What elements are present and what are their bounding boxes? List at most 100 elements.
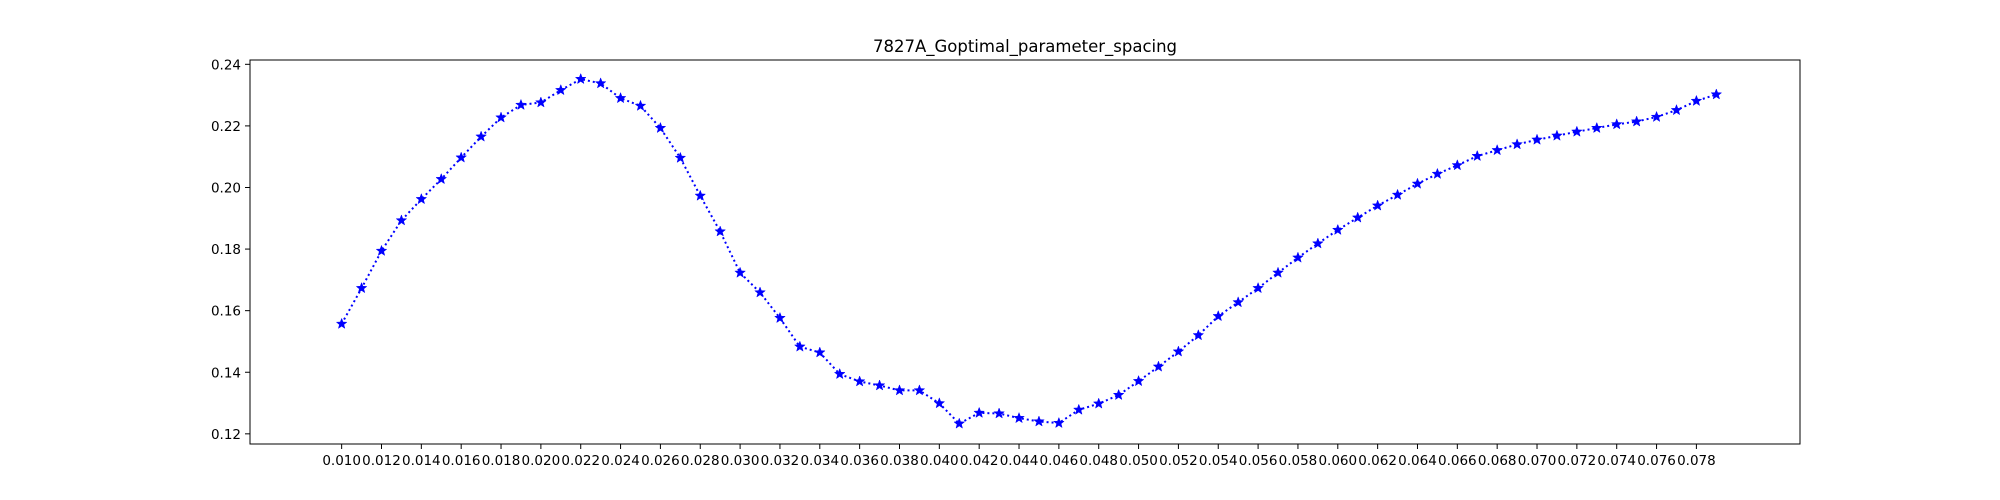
data-point: [534, 96, 547, 108]
data-point: [734, 266, 747, 278]
x-tick-label: 0.024: [601, 453, 640, 469]
data-point: [634, 99, 647, 111]
data-point: [1630, 115, 1643, 127]
x-tick-label: 0.066: [1438, 453, 1477, 469]
x-tick-label: 0.040: [920, 453, 959, 469]
data-point: [1172, 345, 1185, 357]
x-tick-label: 0.062: [1358, 453, 1397, 469]
x-tick-label: 0.064: [1398, 453, 1437, 469]
y-tick-label: 0.18: [211, 242, 241, 258]
data-point: [1351, 211, 1364, 223]
y-tick-label: 0.22: [211, 119, 241, 135]
data-point: [1232, 296, 1245, 308]
x-tick-label: 0.068: [1478, 453, 1517, 469]
data-point: [1052, 416, 1065, 429]
y-tick-label: 0.20: [211, 180, 241, 196]
x-tick-label: 0.038: [880, 453, 919, 469]
data-point: [714, 225, 727, 237]
data-point: [1311, 237, 1324, 249]
data-point: [554, 83, 567, 96]
axes-frame: [249, 59, 1801, 445]
data-point: [1072, 403, 1085, 415]
data-point: [1252, 281, 1265, 294]
data-point: [455, 151, 468, 163]
data-point: [1511, 138, 1524, 150]
data-point: [1192, 329, 1205, 341]
data-point: [793, 340, 806, 352]
data-point: [933, 397, 946, 409]
data-point: [1471, 149, 1484, 162]
x-tick-label: 0.012: [362, 453, 401, 469]
data-point: [813, 346, 826, 358]
data-point: [355, 281, 368, 294]
data-point: [833, 367, 846, 380]
x-tick-label: 0.020: [522, 453, 561, 469]
chart-title: 7827A_Goptimal_parameter_spacing: [873, 37, 1177, 57]
data-point: [873, 379, 886, 391]
y-tick-label: 0.24: [211, 57, 241, 73]
plot-area: [335, 72, 1723, 429]
x-tick-label: 0.030: [721, 453, 760, 469]
x-tick-label: 0.076: [1637, 453, 1676, 469]
x-tick-label: 0.054: [1199, 453, 1238, 469]
data-point: [1551, 129, 1563, 141]
x-tick-label: 0.078: [1677, 453, 1716, 469]
data-point: [1411, 177, 1424, 189]
x-tick-label: 0.026: [641, 453, 680, 469]
data-point: [594, 77, 607, 89]
x-tick-label: 0.070: [1518, 453, 1557, 469]
data-point: [993, 407, 1006, 419]
x-tick-label: 0.046: [1040, 453, 1079, 469]
x-tick-label: 0.032: [761, 453, 800, 469]
x-tick-label: 0.018: [482, 453, 521, 469]
x-tick-label: 0.074: [1597, 453, 1636, 469]
y-tick-label: 0.12: [211, 427, 241, 443]
data-point: [1451, 159, 1464, 171]
x-tick-label: 0.022: [561, 453, 600, 469]
data-point: [1391, 188, 1404, 200]
x-tick-label: 0.016: [442, 453, 481, 469]
data-point: [973, 406, 986, 418]
data-point: [674, 151, 687, 163]
data-point: [1610, 118, 1623, 130]
data-point: [375, 244, 388, 256]
x-tick-label: 0.048: [1079, 453, 1118, 469]
data-point: [1431, 167, 1444, 179]
data-point: [495, 111, 507, 123]
x-tick-label: 0.042: [960, 453, 999, 469]
data-point: [1033, 415, 1045, 427]
x-tick-label: 0.052: [1159, 453, 1198, 469]
x-tick-label: 0.050: [1119, 453, 1158, 469]
x-tick-label: 0.036: [840, 453, 879, 469]
data-point: [1132, 374, 1145, 387]
x-tick-label: 0.014: [402, 453, 441, 469]
series-line: [340, 78, 1717, 425]
data-point: [1570, 125, 1583, 137]
data-point: [1491, 144, 1504, 156]
x-tick-label: 0.028: [681, 453, 720, 469]
data-point: [1590, 121, 1603, 134]
data-point: [1331, 223, 1344, 236]
data-point: [654, 121, 667, 134]
data-point: [754, 286, 766, 298]
data-point: [1690, 94, 1703, 106]
data-point: [475, 130, 488, 142]
y-tick-label: 0.14: [211, 365, 241, 381]
data-point: [1531, 133, 1543, 145]
data-point: [1650, 110, 1663, 122]
data-point: [395, 214, 408, 226]
data-point: [614, 91, 627, 104]
x-tick-label: 0.044: [1000, 453, 1039, 469]
x-tick-label: 0.010: [322, 453, 361, 469]
data-point: [574, 72, 587, 85]
y-axis: 0.12 0.14 0.16 0.18 0.20 0.22 0.24: [211, 57, 250, 443]
data-point: [1152, 360, 1165, 372]
data-point: [1013, 411, 1025, 424]
x-tick-label: 0.058: [1279, 453, 1318, 469]
data-point: [415, 192, 428, 205]
data-point: [335, 317, 348, 329]
y-tick-label: 0.16: [211, 304, 241, 320]
data-point: [1670, 103, 1683, 116]
